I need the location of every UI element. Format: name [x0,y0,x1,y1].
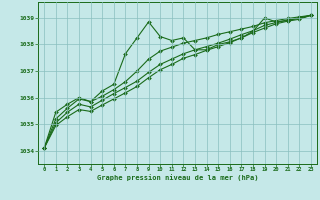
X-axis label: Graphe pression niveau de la mer (hPa): Graphe pression niveau de la mer (hPa) [97,174,258,181]
